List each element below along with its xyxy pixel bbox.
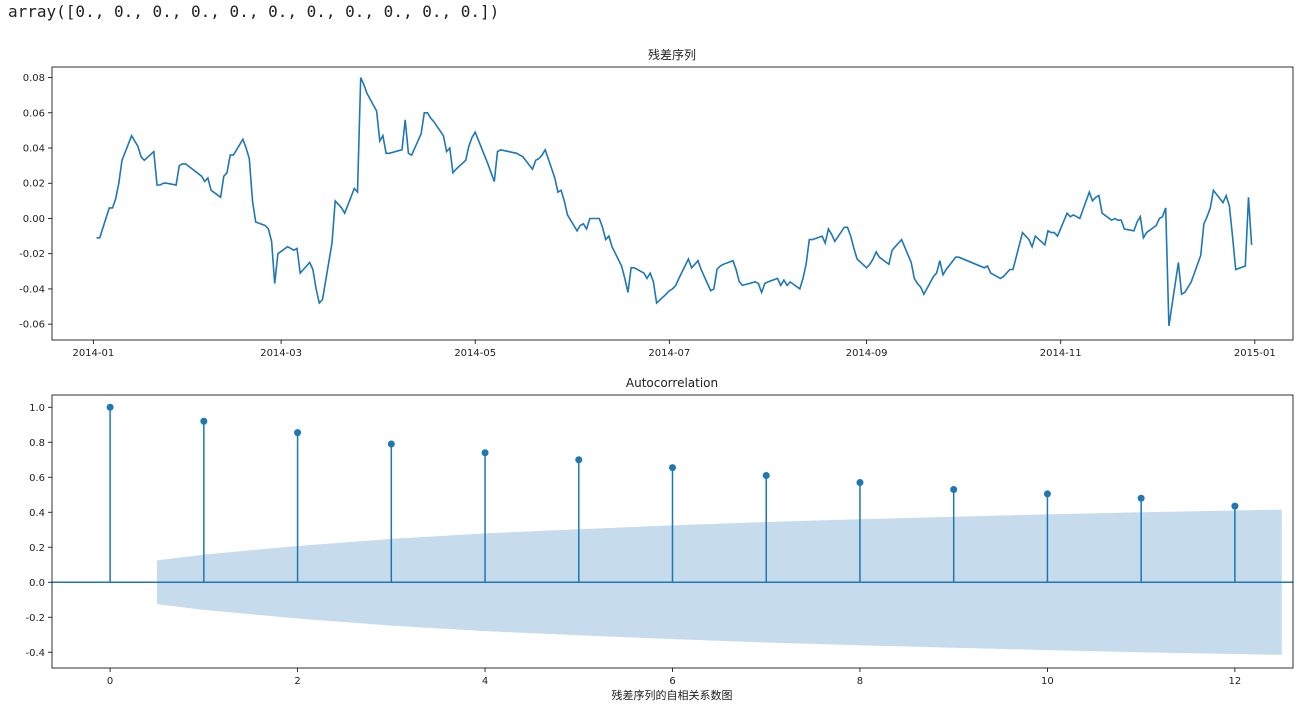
x-tick-label: 2014-03 [260,348,302,359]
residual-series-line [96,77,1253,327]
cell-output-text: array([0., 0., 0., 0., 0., 0., 0., 0., 0… [8,2,500,21]
x-tick-label: 2014-01 [72,348,114,359]
y-tick-label: -0.04 [19,284,45,295]
x-tick-label: 2014-07 [648,348,690,359]
x-tick-label: 2014-09 [846,348,888,359]
chart1-title: 残差序列 [648,47,696,62]
y-tick-label: 0.02 [23,179,45,190]
y-tick-label: 0.04 [23,144,45,155]
chart1-y-axis: -0.06 -0.04 -0.02 0.00 0.02 0.04 0.06 0.08 [19,73,52,331]
chart1-x-axis: 2014-01 2014-03 2014-05 2014-07 2014-09 2014-… [72,340,1276,359]
chart1-frame [51,66,1294,341]
x-tick-label: 2014-05 [454,348,496,359]
y-tick-label: -0.02 [19,249,45,260]
y-tick-label: 0.06 [23,108,45,119]
y-tick-label: 0.08 [23,73,45,84]
x-tick-label: 2015-01 [1234,348,1276,359]
y-tick-label: 0.00 [23,214,45,225]
y-tick-label: -0.06 [19,320,45,331]
x-tick-label: 2014-11 [1040,348,1082,359]
